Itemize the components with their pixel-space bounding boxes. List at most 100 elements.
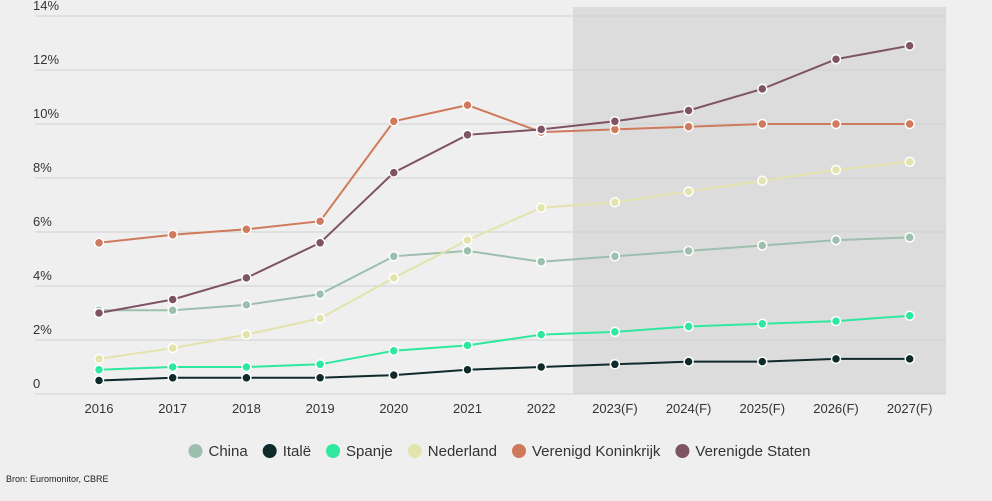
data-point	[167, 372, 178, 384]
data-point	[314, 359, 326, 370]
legend-marker	[675, 444, 690, 458]
data-point	[683, 321, 694, 332]
data-point	[93, 307, 105, 319]
legend-item: Verenigd Koninkrijk	[511, 443, 661, 460]
data-point	[314, 215, 326, 227]
source-note: Bron: Euromonitor, CBRE	[6, 474, 109, 484]
data-point	[609, 116, 621, 127]
series-ital-	[93, 353, 915, 386]
data-point	[609, 359, 621, 370]
legend-item: Spanje	[326, 443, 393, 460]
x-tick-label: 2021	[453, 401, 482, 416]
data-point	[830, 118, 842, 130]
data-point	[757, 83, 768, 95]
legend-label: Nederland	[428, 443, 497, 460]
y-tick-label: 2%	[33, 322, 52, 337]
legend-label: China	[208, 443, 248, 460]
legend-item: Nederland	[407, 443, 497, 460]
x-tick-label: 2026(F)	[813, 401, 859, 416]
data-point	[314, 237, 326, 249]
x-tick-label: 2018	[232, 401, 261, 416]
series-line	[98, 104, 910, 244]
legend-item: China	[188, 443, 248, 460]
data-point	[93, 237, 105, 249]
series-line	[98, 44, 910, 314]
data-point	[683, 105, 694, 116]
legend-marker	[262, 444, 277, 458]
y-tick-label: 4%	[33, 268, 52, 283]
data-point	[241, 299, 252, 311]
data-point	[462, 340, 473, 351]
series-verenigd-koninkrijk	[93, 99, 915, 249]
y-tick-label: 14%	[33, 0, 59, 13]
y-tick-label: 6%	[33, 214, 52, 229]
legend-item: Verenigde Staten	[675, 443, 811, 460]
x-tick-label: 2024(F)	[666, 401, 712, 416]
legend-marker	[407, 444, 422, 458]
x-tick-label: 2025(F)	[740, 401, 786, 416]
data-point	[609, 326, 621, 338]
data-point	[462, 99, 473, 111]
data-point	[830, 53, 842, 65]
data-point	[683, 245, 694, 257]
legend-label: Verenigd Koninkrijk	[532, 443, 661, 460]
data-point	[388, 167, 400, 178]
data-point	[167, 361, 178, 373]
series-group	[93, 40, 915, 386]
data-point	[314, 313, 326, 324]
data-point	[683, 356, 694, 367]
data-point	[904, 310, 915, 321]
data-point	[93, 364, 105, 375]
data-point	[93, 353, 105, 365]
data-point	[830, 234, 842, 246]
data-point	[388, 116, 400, 127]
y-axis-ticks: 0 2% 4% 6% 8% 10% 12% 14%	[33, 0, 59, 391]
series-verenigde-staten	[93, 40, 915, 319]
data-point	[167, 229, 178, 240]
x-tick-label: 2023(F)	[592, 401, 638, 416]
legend-label: Spanje	[346, 443, 393, 460]
data-point	[757, 118, 768, 130]
legend-marker	[188, 444, 203, 458]
x-tick-label: 2016	[85, 401, 114, 416]
data-point	[462, 234, 473, 246]
data-point	[830, 315, 842, 327]
legend-label: Verenigde Staten	[695, 443, 810, 460]
data-point	[609, 197, 621, 208]
series-line	[98, 314, 910, 371]
data-point	[93, 375, 105, 386]
x-tick-label: 2027(F)	[887, 401, 933, 416]
data-point	[241, 329, 252, 340]
data-point	[757, 175, 768, 186]
data-point	[462, 129, 473, 141]
x-axis-ticks: 2016 2017 2018 2019 2020 2021 2022 2023(F) 2024(…	[85, 401, 933, 416]
data-point	[535, 124, 547, 135]
data-point	[535, 256, 547, 267]
data-point	[904, 232, 915, 243]
data-point	[535, 361, 547, 373]
y-tick-label: 0	[33, 376, 40, 391]
series-line	[98, 357, 910, 382]
data-point	[241, 224, 252, 235]
data-point	[683, 186, 694, 197]
legend-item: Italë	[262, 443, 311, 460]
x-tick-label: 2020	[379, 401, 408, 416]
data-point	[609, 251, 621, 262]
data-point	[241, 372, 252, 384]
data-point	[388, 345, 400, 357]
legend-marker	[326, 444, 341, 458]
series-spanje	[93, 310, 915, 375]
data-point	[462, 245, 473, 257]
x-tick-label: 2022	[527, 401, 556, 416]
series-line	[99, 236, 910, 312]
data-point	[314, 288, 326, 300]
series-nederland	[93, 156, 915, 365]
data-point	[830, 353, 842, 365]
data-point	[167, 294, 178, 305]
data-point	[388, 272, 400, 284]
data-point	[388, 369, 400, 381]
data-point	[904, 118, 915, 130]
data-point	[241, 272, 252, 284]
data-point	[683, 121, 694, 132]
